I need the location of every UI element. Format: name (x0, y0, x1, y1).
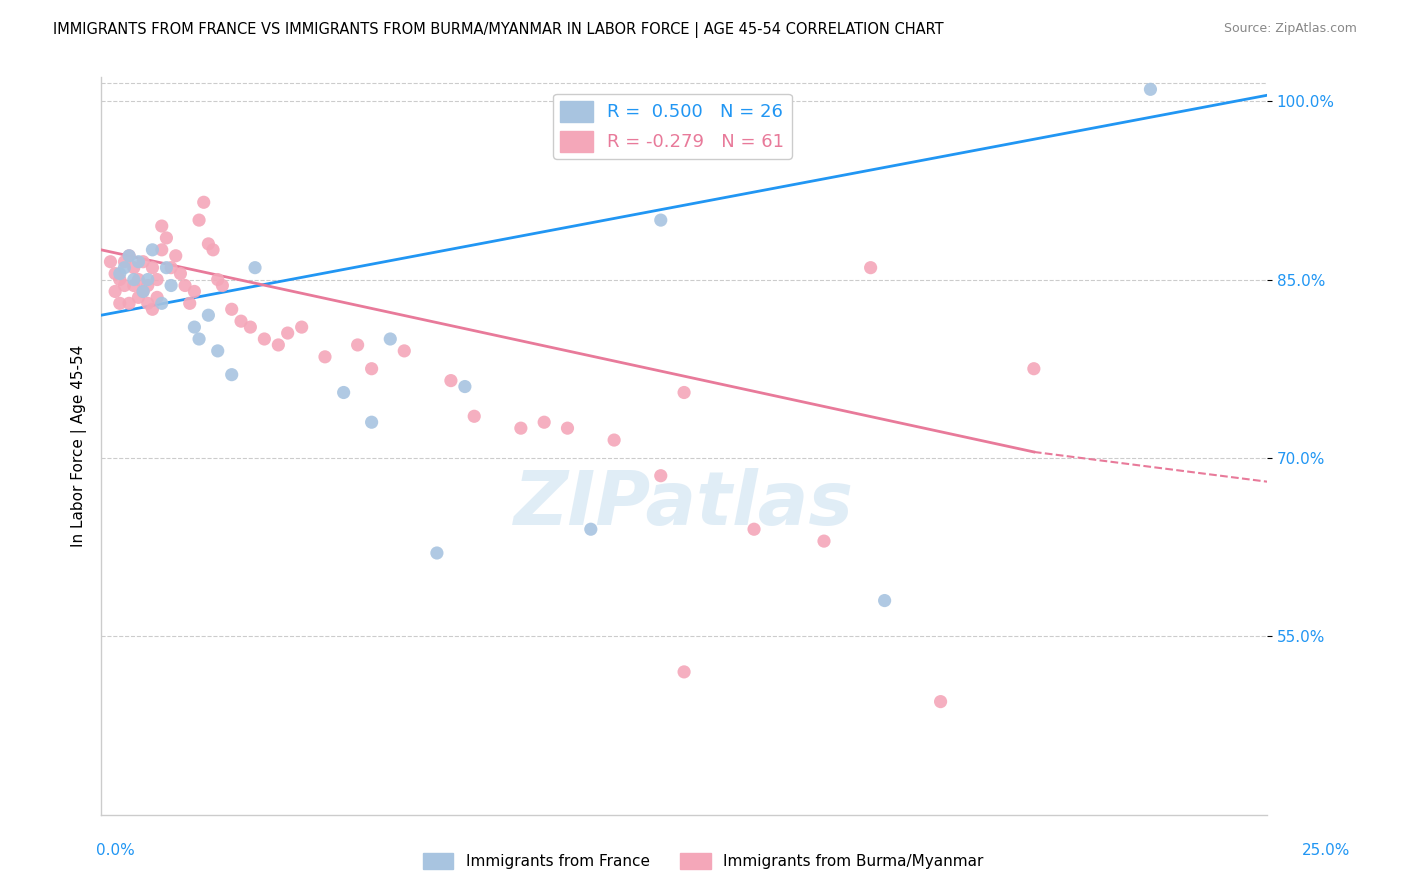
Point (1139, 82, 1161, 96)
Point (155, 231, 177, 245)
Point (650, 468, 672, 483)
Point (127, 272, 149, 286)
Point (650, 213, 672, 227)
Point (211, 278, 233, 293)
Point (118, 249, 141, 263)
Point (155, 260, 177, 275)
Point (165, 249, 187, 263)
Point (114, 260, 136, 275)
Point (114, 278, 136, 293)
Point (108, 296, 131, 310)
Point (141, 243, 163, 257)
Point (673, 665, 696, 679)
Point (197, 236, 219, 251)
Point (141, 260, 163, 275)
Point (533, 415, 555, 429)
Point (146, 272, 169, 286)
Point (239, 320, 262, 334)
Legend: Immigrants from France, Immigrants from Burma/Myanmar: Immigrants from France, Immigrants from … (416, 847, 990, 875)
Point (557, 421, 579, 435)
Point (150, 296, 173, 310)
Point (332, 385, 354, 400)
Text: 0.0%: 0.0% (96, 843, 135, 858)
Point (253, 332, 276, 346)
Point (873, 593, 896, 607)
Y-axis label: In Labor Force | Age 45-54: In Labor Force | Age 45-54 (72, 345, 87, 547)
Point (104, 285, 127, 299)
Point (454, 379, 477, 393)
Point (360, 361, 382, 376)
Text: 25.0%: 25.0% (1302, 843, 1350, 858)
Point (136, 296, 159, 310)
Point (127, 254, 149, 268)
Point (207, 272, 229, 286)
Point (132, 285, 155, 299)
Point (360, 415, 382, 429)
Text: Source: ZipAtlas.com: Source: ZipAtlas.com (1223, 22, 1357, 36)
Point (118, 249, 141, 263)
Point (859, 260, 882, 275)
Point (509, 421, 531, 435)
Point (603, 433, 626, 447)
Point (221, 302, 243, 317)
Point (221, 368, 243, 382)
Point (207, 343, 229, 358)
Point (122, 272, 145, 286)
Point (108, 267, 131, 281)
Point (426, 546, 449, 560)
Point (108, 272, 131, 286)
Point (114, 254, 136, 268)
Point (136, 272, 159, 286)
Point (742, 522, 765, 536)
Point (174, 278, 197, 293)
Point (229, 314, 252, 328)
Point (929, 695, 952, 709)
Point (160, 260, 183, 275)
Point (150, 243, 173, 257)
Point (127, 290, 149, 304)
Point (188, 332, 211, 346)
Point (813, 534, 835, 549)
Point (141, 302, 163, 317)
Point (579, 522, 602, 536)
Point (122, 260, 145, 275)
Point (100, 254, 122, 268)
Point (132, 254, 155, 268)
Point (243, 260, 266, 275)
Point (183, 285, 205, 299)
Point (314, 350, 336, 364)
Point (394, 343, 416, 358)
Point (1022, 361, 1045, 376)
Point (380, 332, 402, 346)
Point (267, 338, 290, 352)
Point (136, 278, 159, 293)
Point (169, 267, 191, 281)
Point (673, 385, 696, 400)
Point (202, 243, 225, 257)
Point (346, 338, 368, 352)
Point (160, 278, 183, 293)
Point (197, 308, 219, 322)
Text: ZIPatlas: ZIPatlas (515, 468, 853, 541)
Point (132, 285, 155, 299)
Point (188, 213, 211, 227)
Point (440, 374, 463, 388)
Point (146, 290, 169, 304)
Point (463, 409, 485, 424)
Point (104, 267, 127, 281)
Point (150, 219, 173, 233)
Point (183, 320, 205, 334)
Point (193, 195, 215, 210)
Point (122, 278, 145, 293)
Text: IMMIGRANTS FROM FRANCE VS IMMIGRANTS FROM BURMA/MYANMAR IN LABOR FORCE | AGE 45-: IMMIGRANTS FROM FRANCE VS IMMIGRANTS FRO… (53, 22, 943, 38)
Point (179, 296, 201, 310)
Point (118, 296, 141, 310)
Point (291, 320, 314, 334)
Legend: R =  0.500   N = 26, R = -0.279   N = 61: R = 0.500 N = 26, R = -0.279 N = 61 (553, 94, 792, 159)
Point (277, 326, 299, 340)
